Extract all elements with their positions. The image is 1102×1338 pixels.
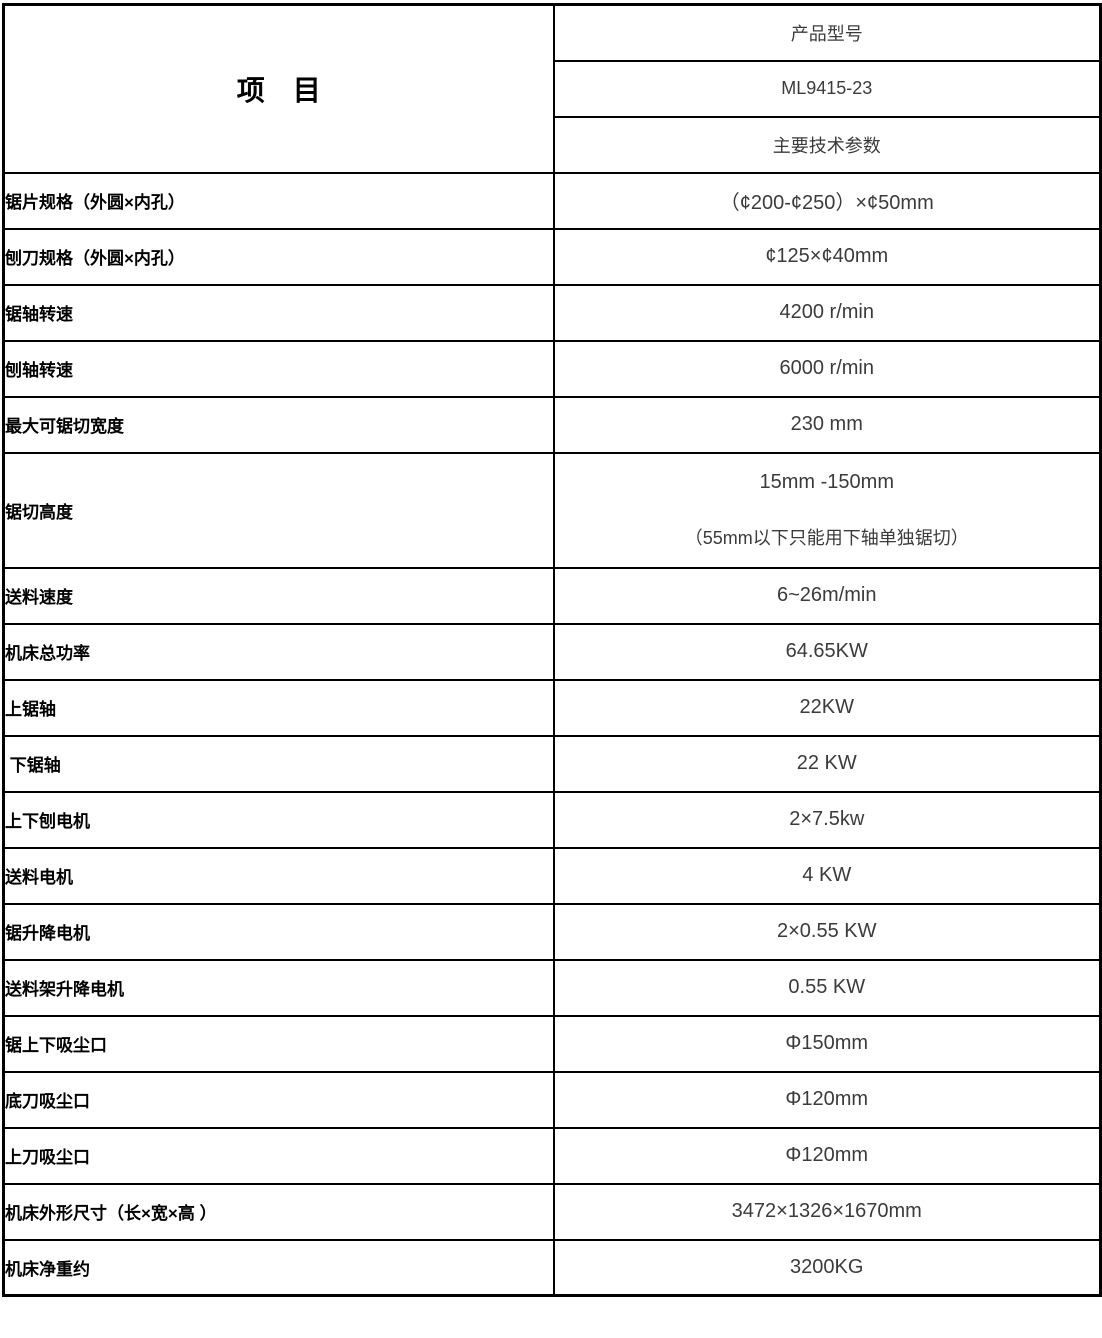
table-row: 上刀吸尘口 Φ120mm xyxy=(2,1126,1102,1185)
spec-value-cell: 0.55 KW xyxy=(552,958,1102,1017)
spec-value: 2×0.55 KW xyxy=(776,920,877,942)
spec-label-cell: 上锯轴 xyxy=(2,678,555,737)
spec-label-cell: 上下刨电机 xyxy=(2,790,555,849)
table-row: 锯上下吸尘口 Φ150mm xyxy=(2,1014,1102,1073)
spec-value-cell: 2×0.55 KW xyxy=(552,902,1102,961)
spec-label-cell: 锯切高度 xyxy=(2,451,555,569)
table-row: 锯升降电机 2×0.55 KW xyxy=(2,902,1102,961)
header-row-main-params: 主要技术参数 xyxy=(4,115,1102,174)
spec-value: 15mm -150mm xyxy=(759,470,894,493)
spec-value: 4200 r/min xyxy=(779,301,875,323)
spec-value: 64.65KW xyxy=(785,640,868,662)
spec-value: 22 KW xyxy=(796,752,857,774)
spec-value-cell: 4 KW xyxy=(552,846,1102,905)
spec-label-cell: 刨轴转速 xyxy=(2,339,555,398)
spec-value-cell: 6000 r/min xyxy=(552,339,1102,398)
item-header-cell: 项 目 xyxy=(2,3,555,174)
spec-value-cell: 22 KW xyxy=(552,734,1102,793)
spec-value-note: （55mm以下只能用下轴单独锯切） xyxy=(684,527,969,548)
spec-value: （¢200-¢250）×¢50mm xyxy=(719,192,934,214)
table-row: 上下刨电机 2×7.5kw xyxy=(2,790,1102,849)
spec-label-cell: 送料速度 xyxy=(2,566,555,625)
spec-label-cell: 机床总功率 xyxy=(2,622,555,681)
spec-label-cell: 锯轴转速 xyxy=(2,283,555,342)
spec-value: 230 mm xyxy=(790,413,863,435)
spec-value-cell: 3472×1326×1670mm xyxy=(552,1182,1102,1241)
table-row: 刨轴转速 6000 r/min xyxy=(2,339,1102,398)
spec-label-cell: 上刀吸尘口 xyxy=(2,1126,555,1185)
spec-value: 22KW xyxy=(799,696,854,718)
spec-label-cell: 机床外形尺寸（长×宽×高 ） xyxy=(2,1182,555,1241)
table-row: 锯切高度 15mm -150mm （55mm以下只能用下轴单独锯切） xyxy=(2,451,1102,569)
header-cell-main-params: 主要技术参数 xyxy=(552,115,1102,174)
spec-label-cell: 底刀吸尘口 xyxy=(2,1070,555,1129)
spec-value: ¢125×¢40mm xyxy=(765,245,889,267)
table-row: 送料电机 4 KW xyxy=(2,846,1102,905)
table-row: 底刀吸尘口 Φ120mm xyxy=(2,1070,1102,1129)
table-row: 锯轴转速 4200 r/min xyxy=(2,283,1102,342)
spec-label-cell: 送料电机 xyxy=(2,846,555,905)
table-row: 下锯轴 22 KW xyxy=(2,734,1102,793)
spec-label-cell: 锯升降电机 xyxy=(2,902,555,961)
spec-value-cell: Φ120mm xyxy=(552,1126,1102,1185)
header-row-product-model: 项 目 产品型号 xyxy=(2,3,1102,174)
spec-value: 4 KW xyxy=(802,864,852,886)
spec-value-cell: 3200KG xyxy=(552,1238,1102,1297)
table-row: 上锯轴 22KW xyxy=(2,678,1102,737)
spec-label-cell: 下锯轴 xyxy=(2,734,555,793)
spec-value: Φ150mm xyxy=(785,1032,869,1054)
spec-label-cell: 最大可锯切宽度 xyxy=(2,395,555,454)
spec-value-cell: 15mm -150mm （55mm以下只能用下轴单独锯切） xyxy=(552,451,1102,569)
spec-value-cell: 64.65KW xyxy=(552,622,1102,681)
table-row: 最大可锯切宽度 230 mm xyxy=(2,395,1102,454)
spec-value: 0.55 KW xyxy=(788,976,866,998)
spec-value-cell: Φ120mm xyxy=(552,1070,1102,1129)
spec-label-cell: 刨刀规格（外圆×内孔） xyxy=(2,227,555,286)
spec-value: Φ120mm xyxy=(785,1088,869,1110)
spec-value: 6~26m/min xyxy=(777,584,877,606)
spec-label-cell: 锯上下吸尘口 xyxy=(2,1014,555,1073)
spec-value-cell: 22KW xyxy=(552,678,1102,737)
spec-label-cell: 锯片规格（外圆×内孔） xyxy=(2,171,555,230)
spec-value: 3472×1326×1670mm xyxy=(731,1200,922,1222)
table-row: 机床外形尺寸（长×宽×高 ） 3472×1326×1670mm xyxy=(2,1182,1102,1241)
spec-value-cell: ¢125×¢40mm xyxy=(552,227,1102,286)
table-row: 锯片规格（外圆×内孔） （¢200-¢250）×¢50mm xyxy=(2,171,1102,230)
table-row: 送料架升降电机 0.55 KW xyxy=(2,958,1102,1017)
header-cell-product-model: 产品型号 xyxy=(552,3,1102,62)
spec-value-cell: 230 mm xyxy=(552,395,1102,454)
spec-table: 项 目 产品型号 ML9415-23 主要技术参数 锯片规格（外圆×内孔） （¢… xyxy=(2,3,1102,1297)
spec-table-body: 项 目 产品型号 ML9415-23 主要技术参数 锯片规格（外圆×内孔） （¢… xyxy=(2,3,1102,1297)
table-row: 机床净重约 3200KG xyxy=(2,1238,1102,1297)
spec-value-cell: （¢200-¢250）×¢50mm xyxy=(552,171,1102,230)
spec-value: 6000 r/min xyxy=(779,357,875,379)
header-row-model-number: ML9415-23 xyxy=(4,59,1102,118)
spec-value: 2×7.5kw xyxy=(789,808,865,830)
spec-value: 3200KG xyxy=(790,1255,864,1278)
table-row: 机床总功率 64.65KW xyxy=(2,622,1102,681)
table-row: 送料速度 6~26m/min xyxy=(2,566,1102,625)
header-cell-model-number: ML9415-23 xyxy=(552,59,1102,118)
spec-value: Φ120mm xyxy=(785,1144,869,1166)
table-row: 刨刀规格（外圆×内孔） ¢125×¢40mm xyxy=(2,227,1102,286)
spec-label-cell: 送料架升降电机 xyxy=(2,958,555,1017)
spec-label-cell: 机床净重约 xyxy=(2,1238,555,1297)
spec-value-cell: Φ150mm xyxy=(552,1014,1102,1073)
spec-value-cell: 2×7.5kw xyxy=(552,790,1102,849)
spec-value-cell: 4200 r/min xyxy=(552,283,1102,342)
spec-value-cell: 6~26m/min xyxy=(552,566,1102,625)
